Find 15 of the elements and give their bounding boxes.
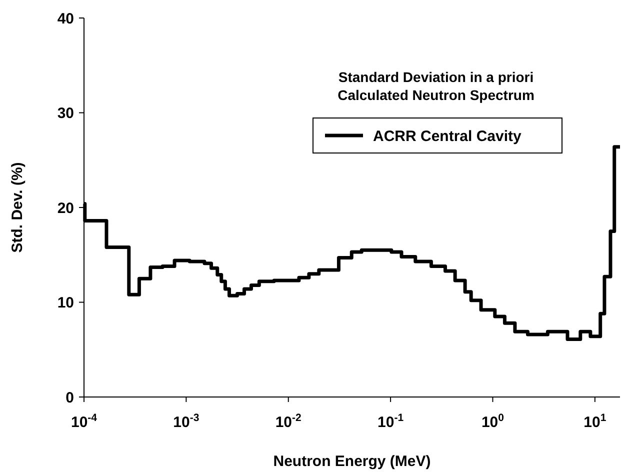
x-tick-label: 10$^{-2}$: [275, 412, 302, 431]
x-tick-label: 10$^{1}$: [584, 412, 606, 431]
x-tick-label: 10$^{-1}$: [378, 412, 404, 431]
y-tick-label: 10: [57, 294, 74, 312]
y-tick-label: 0: [66, 389, 74, 406]
legend-label: ACRR Central Cavity: [373, 128, 522, 145]
y-tick-label: 30: [57, 105, 74, 122]
x-tick-label: 10$^{-3}$: [173, 412, 200, 431]
x-tick-label: 10$^{0}$: [481, 412, 504, 431]
x-axis-title: Neutron Energy (MeV): [273, 453, 431, 470]
text: Standard Deviation in a priori Calculated Neutron Spectrum: [338, 69, 534, 103]
y-tick-label: 20: [57, 200, 74, 217]
y-axis-title: Std. Dev. (%): [9, 162, 26, 253]
x-tick-label: 10$^{-4}$: [70, 412, 98, 431]
y-tick-label: 40: [57, 10, 74, 28]
